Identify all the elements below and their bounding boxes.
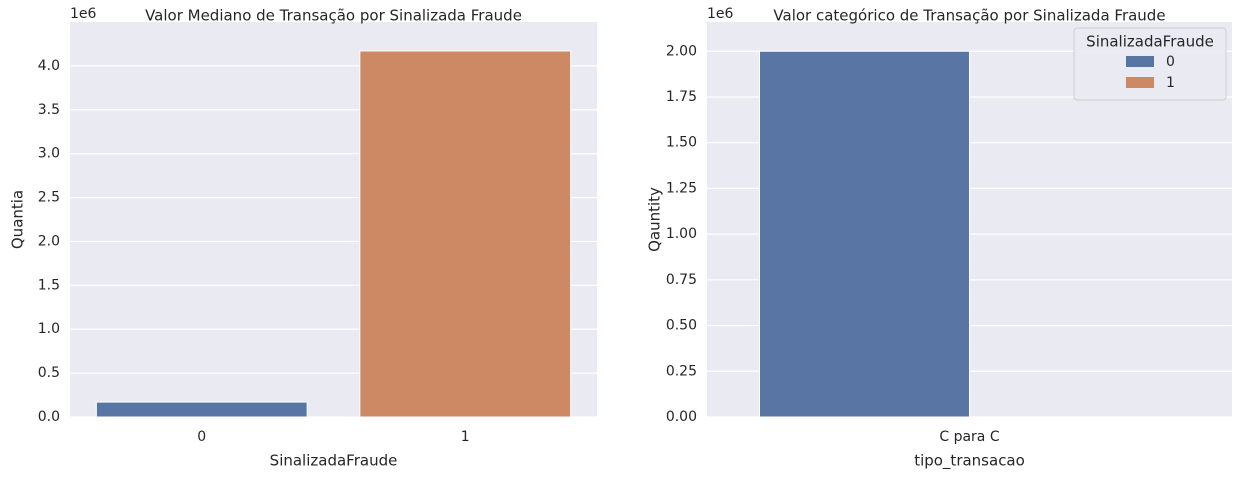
y-tick-label: 2.00 — [666, 43, 697, 59]
y-tick-label: 3.5 — [38, 102, 60, 118]
legend-swatch — [1126, 56, 1154, 67]
y-offset-label: 1e6 — [707, 6, 734, 22]
x-tick-label: C para C — [939, 429, 999, 445]
y-tick-label: 0.50 — [666, 318, 697, 334]
bar — [95, 401, 308, 418]
chart: 0.0 0.5 1.0 1.5 2.0 2.5 3.0 3.5 4.0 1e6 Valor Medi… — [9, 6, 597, 470]
y-tick-label: 2.0 — [38, 233, 60, 249]
y-tick-label: 4.0 — [38, 58, 60, 74]
y-tick-label: 1.0 — [38, 321, 60, 337]
y-tick-label: 0.00 — [666, 409, 697, 425]
y-tick-label: 1.50 — [666, 135, 697, 151]
legend-label: 1 — [1166, 75, 1175, 91]
y-tick-label: 3.0 — [38, 146, 60, 162]
x-tick-label: 1 — [461, 429, 470, 445]
y-axis-label: Quantia — [9, 190, 27, 249]
y-tick-label: 0.25 — [666, 363, 697, 379]
chart-title: Valor Mediano de Transação por Sinalizad… — [145, 7, 522, 25]
chart: 0.00 0.25 0.50 0.75 1.00 1.25 1.50 1.75 2.00 1e6 V… — [646, 6, 1232, 471]
x-axis-label: tipo_transacao — [914, 452, 1025, 471]
y-axis-label: Qauntity — [646, 187, 664, 252]
legend-swatch — [1126, 77, 1154, 88]
y-tick-label: 1.75 — [666, 89, 697, 105]
legend-label: 0 — [1166, 54, 1175, 70]
legend-title: SinalizadaFraude — [1086, 33, 1214, 51]
bar — [359, 50, 572, 418]
legend: SinalizadaFraude 0 1 — [1073, 27, 1227, 101]
y-tick-label: 2.5 — [38, 190, 60, 206]
y-tick-label: 0.5 — [38, 365, 60, 381]
y-offset-label: 1e6 — [70, 6, 97, 22]
x-axis-label: SinalizadaFraude — [270, 452, 398, 470]
y-tick-label: 0.75 — [666, 272, 697, 288]
y-tick-label: 1.00 — [666, 226, 697, 242]
y-tick-label: 1.5 — [38, 277, 60, 293]
bar — [759, 50, 970, 418]
y-tick-label: 1.25 — [666, 180, 697, 196]
y-tick-label: 0.0 — [38, 409, 60, 425]
chart-title: Valor categórico de Transação por Sinali… — [773, 7, 1165, 25]
x-tick-label: 0 — [197, 429, 206, 445]
